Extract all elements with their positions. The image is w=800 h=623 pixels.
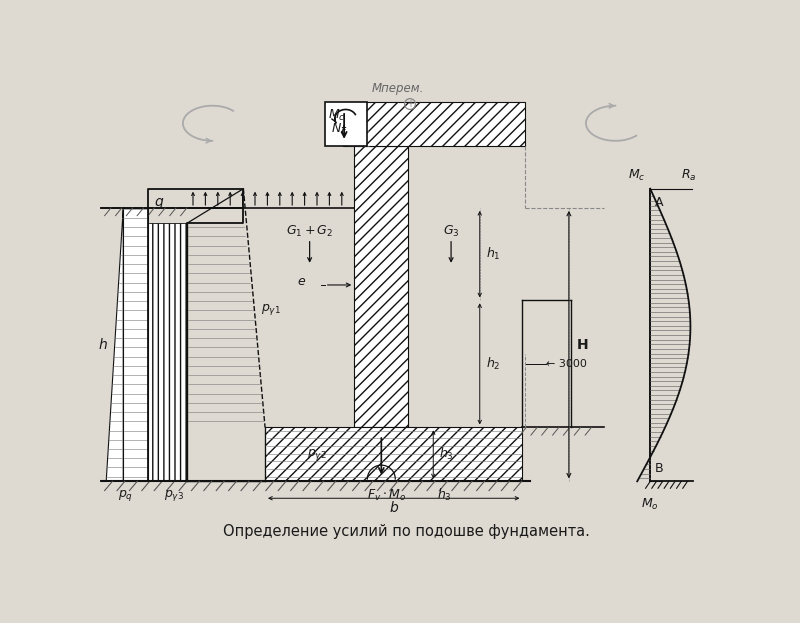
- Text: h: h: [98, 338, 107, 351]
- Text: B: B: [655, 462, 663, 475]
- Text: $G_3$: $G_3$: [442, 224, 459, 239]
- Text: $p_{\gamma3}$: $p_{\gamma3}$: [164, 488, 184, 503]
- Polygon shape: [106, 208, 123, 482]
- Text: $h_1$: $h_1$: [486, 246, 501, 262]
- Polygon shape: [123, 208, 148, 482]
- Text: Мперем.: Мперем.: [372, 82, 425, 95]
- Text: H: H: [577, 338, 588, 351]
- Text: $h_2$: $h_2$: [486, 356, 501, 372]
- Text: $G_1+G_2$: $G_1+G_2$: [286, 224, 334, 239]
- Text: $F_v \cdot M_o$: $F_v \cdot M_o$: [367, 488, 406, 503]
- Bar: [342, 102, 525, 146]
- Text: $p_{\gamma1}$: $p_{\gamma1}$: [261, 303, 281, 318]
- Text: $M_o$: $M_o$: [642, 497, 659, 512]
- Text: $h_3$: $h_3$: [438, 487, 452, 503]
- Text: e: e: [298, 275, 306, 288]
- Text: $R_a$: $R_a$: [682, 168, 697, 183]
- Text: $p_q$: $p_q$: [118, 488, 133, 503]
- Text: $N_c$: $N_c$: [331, 122, 347, 137]
- Text: t: t: [340, 124, 345, 137]
- Bar: [325, 102, 367, 146]
- Text: A: A: [655, 196, 663, 209]
- Text: +: +: [406, 99, 414, 109]
- Text: $h_3$: $h_3$: [439, 446, 454, 462]
- Bar: [148, 224, 187, 482]
- Bar: [354, 146, 409, 427]
- Text: b: b: [390, 500, 398, 515]
- Text: Определение усилий по подошве фундамента.: Определение усилий по подошве фундамента…: [222, 524, 590, 539]
- Text: $M_c$: $M_c$: [628, 168, 646, 183]
- Text: q: q: [155, 195, 163, 209]
- Text: $M_c$: $M_c$: [328, 108, 346, 123]
- Text: ← 3000: ← 3000: [546, 358, 586, 369]
- Bar: [265, 427, 522, 482]
- Text: $p_{\gamma2}$: $p_{\gamma2}$: [307, 447, 327, 462]
